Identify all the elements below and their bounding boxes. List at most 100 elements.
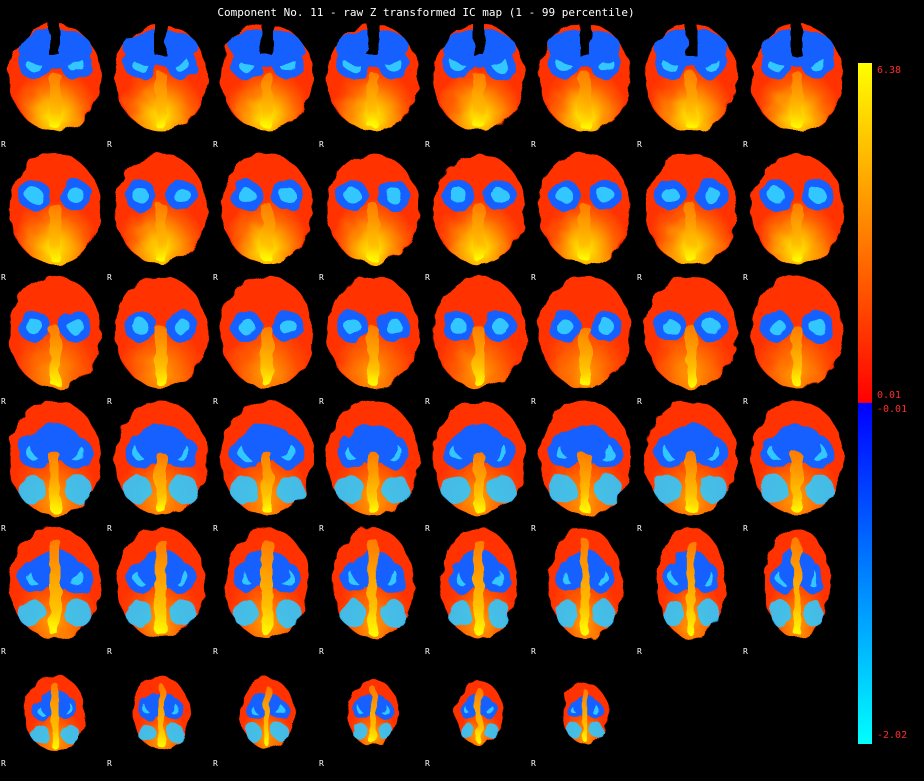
brain-slice [548,528,622,638]
brain-slice [751,18,843,131]
orientation-label-r: R [637,140,642,149]
brain-slice [327,18,419,131]
orientation-label-r: R [637,524,642,533]
orientation-label-r: R [425,397,430,406]
brain-slice [440,528,518,638]
brain-slice [221,154,313,264]
brain-slice [332,528,414,638]
brain-slice [327,154,419,264]
orientation-label-r: R [1,647,6,656]
orientation-label-r: R [319,647,324,656]
brain-slice [9,276,101,388]
colorbar-max-label: 6.38 [877,65,902,76]
orientation-label-r: R [1,759,6,768]
colorbar-positive [858,63,872,403]
brain-slice [539,401,631,515]
orientation-label-r: R [1,140,6,149]
brain-slice [645,401,737,515]
orientation-label-r: R [213,524,218,533]
colorbar-pos-min-label: 0.01 [877,390,902,401]
orientation-label-r: R [213,647,218,656]
slice-montage [9,18,843,751]
orientation-label-r: R [637,273,642,282]
orientation-label-r: R [743,647,748,656]
brain-slice [224,528,310,638]
brain-slice [327,276,419,388]
orientation-label-r: R [319,524,324,533]
orientation-label-r: R [319,397,324,406]
brain-slice [25,675,85,751]
brain-slice [221,276,313,388]
orientation-label-r: R [531,273,536,282]
brain-slice [115,18,207,131]
orientation-label-r: R [743,273,748,282]
orientation-label-r: R [743,524,748,533]
brain-slice [240,678,294,748]
orientation-label-r: R [637,397,642,406]
orientation-label-r: R [425,273,430,282]
orientation-label-r: R [425,647,430,656]
colorbar-negative [858,403,872,744]
orientation-label-r: R [107,140,112,149]
figure-title: Component No. 11 - raw Z transformed IC … [217,6,635,19]
orientation-label-r: R [531,759,536,768]
brain-slice [751,276,843,388]
colorbar [858,63,872,744]
brain-slice [115,401,207,515]
orientation-label-r: R [1,397,6,406]
orientation-label-r: R [213,273,218,282]
brain-slice [656,528,726,638]
orientation-label-r: R [107,524,112,533]
brain-slice [539,276,631,388]
orientation-label-r: R [743,397,748,406]
orientation-label-r: R [1,273,6,282]
brain-slice [539,18,631,131]
orientation-label-r: R [425,524,430,533]
orientation-label-r: R [531,647,536,656]
orientation-label-r: R [637,647,642,656]
brain-slice [116,528,206,638]
orientation-label-r: R [107,647,112,656]
brain-slice [9,18,101,131]
orientation-label-r: R [319,140,324,149]
orientation-label-r: R [531,397,536,406]
orientation-label-r: R [319,273,324,282]
brain-slice [751,154,843,264]
brain-slice [221,401,313,515]
brain-slice [751,401,843,515]
brain-slice [433,401,525,515]
colorbar-neg-max-label: -2.02 [877,730,908,741]
brain-slice [539,154,631,264]
brain-slice [433,154,525,264]
orientation-label-r: R [213,397,218,406]
brain-slice [327,401,419,515]
brain-slice [645,154,737,264]
orientation-label-r: R [213,759,218,768]
brain-slice [132,676,190,750]
brain-slice [433,18,525,131]
brain-slice [9,528,101,638]
brain-slice [433,276,525,388]
orientation-label-r: R [213,140,218,149]
brain-slice [645,18,737,131]
brain-slice [455,681,503,745]
orientation-label-r: R [425,759,430,768]
orientation-label-r: R [107,397,112,406]
orientation-label-r: R [107,273,112,282]
orientation-label-r: R [1,524,6,533]
brain-slice [221,18,313,131]
orientation-label-r: R [319,759,324,768]
orientation-label-r: R [743,140,748,149]
brain-slice [347,679,399,747]
orientation-label-r: R [107,759,112,768]
colorbar-neg-min-label: -0.01 [877,404,908,415]
brain-slice [115,276,207,388]
orientation-label-r: R [531,524,536,533]
brain-slice [9,401,101,515]
brain-slice [9,154,101,264]
brain-slice [764,528,830,638]
brain-slice [562,682,608,744]
brain-slice [645,276,737,388]
orientation-label-r: R [531,140,536,149]
orientation-label-r: R [425,140,430,149]
